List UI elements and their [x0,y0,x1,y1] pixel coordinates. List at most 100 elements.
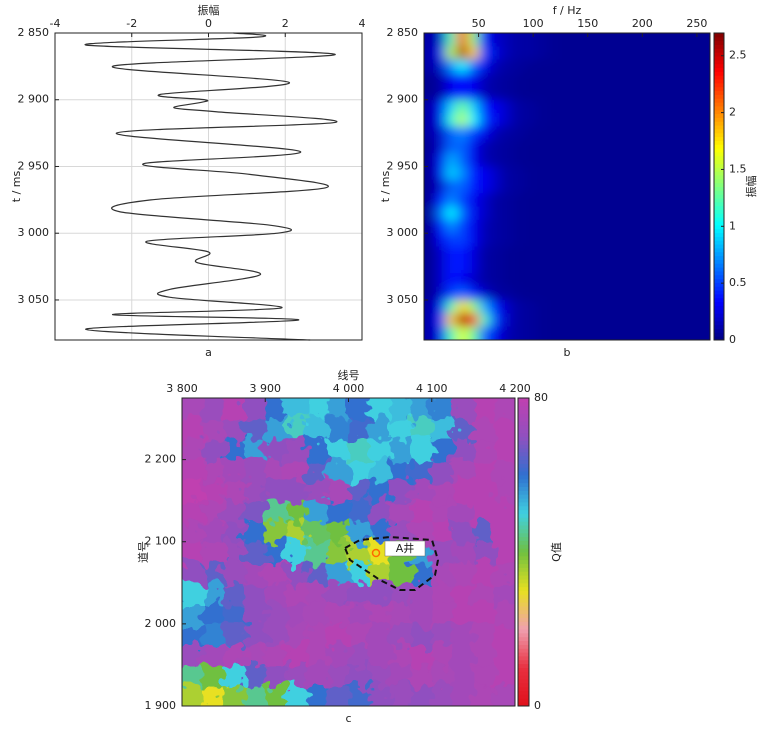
heatmap-cell [544,86,556,101]
heatmap-cell [434,139,447,154]
heatmap-cell [554,113,710,128]
colorbar-step [518,471,529,476]
colorbar-step [518,694,529,699]
heatmap-cell [223,623,246,645]
heatmap-cell [473,459,495,481]
y-tick-label: 2 100 [145,535,177,548]
heatmap-cell [445,179,458,194]
colorbar-step [714,336,724,341]
colorbar-step [518,448,529,453]
heatmap-cell [533,33,545,47]
heatmap-cell [489,286,502,301]
heatmap-cell [348,644,370,666]
colorbar-step [518,667,529,672]
heatmap-cell [244,685,266,706]
colorbar-frame [713,32,725,341]
colorbar-step [714,121,724,126]
heatmap-cell [473,685,495,706]
colorbar-step [518,609,529,615]
colorbar-step [518,475,529,480]
heatmap-cell [434,73,447,87]
heatmap-cell [390,398,412,420]
colorbar-step [518,505,529,511]
heatmap-cell [244,541,266,563]
heatmap-cell [494,439,515,461]
heatmap-cell [511,73,523,87]
heatmap-cell [348,623,370,645]
x-tick-label: 0 [205,17,212,30]
heatmap-cell [544,59,556,74]
colorbar-step [518,409,529,414]
heatmap-cell [369,582,391,604]
heatmap-cell [522,219,534,234]
colorbar-step [518,536,529,541]
heatmap-cell [478,206,491,221]
heatmap-cell [306,685,329,706]
colorbar-step [518,613,529,618]
heatmap-cell [544,126,556,141]
colorbar-step [714,201,724,207]
colorbar-step [518,690,529,695]
heatmap-cell [456,286,469,301]
x-tick-label: -4 [50,17,61,30]
heatmap-cell [327,582,350,604]
colorbar-step [518,632,529,638]
heatmap-cell [452,418,474,440]
colorbar-step [714,228,724,234]
heatmap-cell [554,179,710,194]
heatmap-cell [533,113,545,128]
heatmap-cell [478,126,491,141]
colorbar-step [714,236,724,241]
heatmap-cell [533,73,545,87]
heatmap-cell [478,153,491,168]
heatmap-cell [445,313,458,328]
y-tick-label: 2 850 [387,26,419,39]
heatmap-cell [434,286,447,301]
colorbar-step [518,602,529,607]
colorbar-step [518,413,529,418]
colorbar-step [518,401,529,407]
heatmap-cell [456,233,469,248]
y-tick-label: 2 200 [145,453,177,466]
colorbar-step [518,532,529,538]
heatmap-cell [478,73,491,87]
colorbar-step [714,59,724,65]
heatmap-cell [452,664,474,687]
heatmap-cell [489,33,502,47]
heatmap-cell [410,623,433,645]
y-tick-label: 2 900 [387,93,419,106]
heatmap-cell [467,246,480,261]
heatmap-cell [424,153,436,168]
colorbar-step [518,586,529,591]
heatmap-cell [522,126,534,141]
heatmap-cell [511,246,523,261]
heatmap-cell [473,664,495,687]
colorbar-step [518,659,529,665]
heatmap-cell [452,480,474,502]
colorbar-step [714,33,724,38]
heatmap-cell [306,623,329,645]
heatmap-cell [511,139,523,154]
heatmap-cell [478,166,491,181]
heatmap-cell [390,603,412,625]
heatmap-cell [286,623,308,645]
heatmap-cell [522,299,534,314]
heatmap-cell [424,166,436,181]
heatmap-cell [500,179,512,194]
heatmap-cell [410,603,433,625]
heatmap-cell [511,286,523,301]
heatmap-cell [182,418,204,440]
colorbar-step [714,136,724,141]
heatmap-cell [533,219,545,234]
heatmap-cell [522,259,534,274]
heatmap-cell [544,259,556,274]
heatmap-cell [452,459,474,481]
heatmap-cell [456,326,469,340]
colorbar-step [518,582,529,588]
heatmap-cell [202,480,225,502]
heatmap-cell [265,664,287,687]
y-tick-label: 2 000 [145,617,177,630]
heatmap-cell [533,86,545,101]
colorbar-step [518,540,529,545]
colorbar-step [714,102,724,107]
